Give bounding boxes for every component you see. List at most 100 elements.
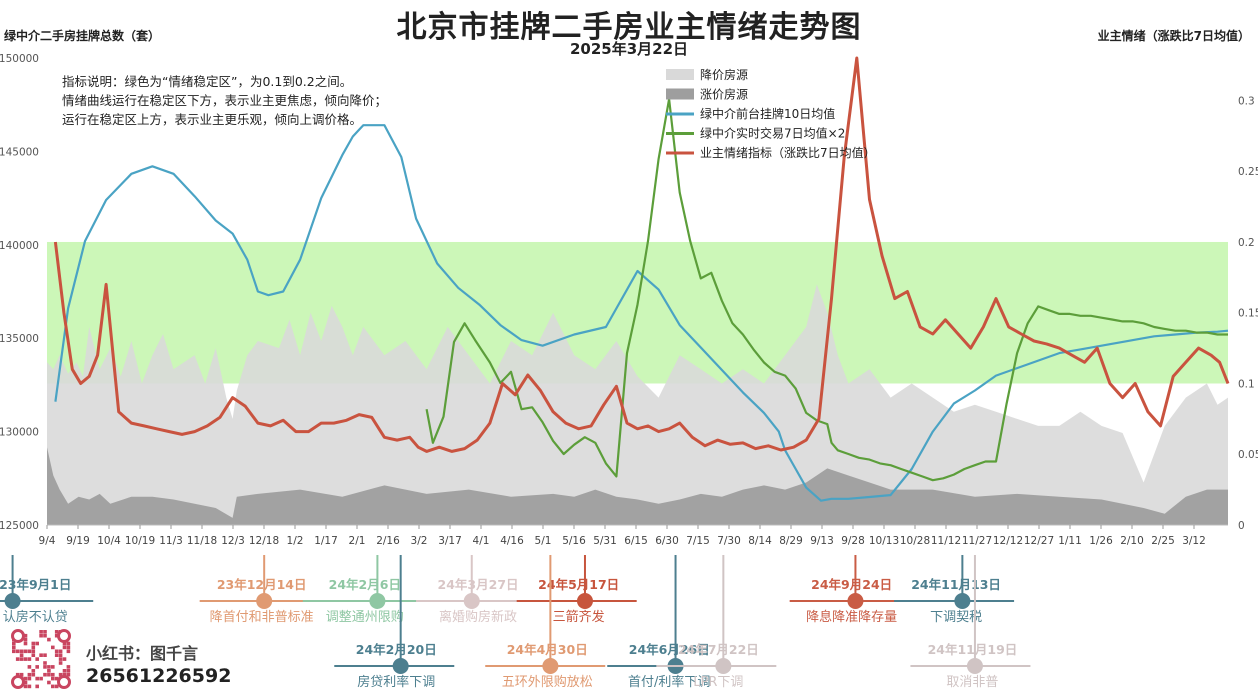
x-tick-label: 4/16	[500, 535, 524, 547]
event-dot	[463, 593, 480, 609]
x-tick-label: 7/15	[686, 535, 710, 547]
event-date: 24年9月24日	[811, 577, 892, 592]
qr-module	[35, 641, 39, 646]
qr-finder	[11, 675, 25, 689]
event-label: LPR下调	[693, 675, 743, 690]
qr-module	[19, 649, 24, 654]
x-tick-label: 11/18	[187, 535, 217, 547]
x-tick-label: 12/12	[993, 535, 1023, 547]
legend-swatch	[666, 88, 694, 100]
legend-label: 业主情绪指标（涨跌比7日均值）	[700, 145, 876, 160]
qr-module	[54, 649, 59, 654]
qr-module	[66, 669, 71, 673]
right-tick-label: 0.15	[1238, 308, 1258, 320]
x-tick-label: 9/19	[66, 535, 90, 547]
right-tick-label: 0.3	[1238, 95, 1255, 107]
qr-module	[35, 665, 39, 669]
x-tick-label: 5/16	[562, 535, 586, 547]
qr-module	[43, 672, 47, 677]
qr-module	[58, 653, 63, 657]
x-tick-label: 10/28	[900, 535, 930, 547]
qr-module	[31, 672, 36, 677]
right-tick-label: 0.05	[1238, 449, 1258, 461]
qr-module	[51, 672, 55, 677]
x-tick-label: 1/17	[314, 535, 338, 547]
qr-module	[23, 684, 28, 689]
left-tick-label: 140000	[0, 240, 39, 252]
qr-module	[47, 672, 51, 677]
x-tick-label: 3/17	[438, 535, 462, 547]
left-tick-label: 130000	[0, 427, 39, 439]
event-dot	[954, 593, 971, 609]
qr-module	[51, 684, 55, 689]
x-tick-label: 1/26	[1089, 535, 1113, 547]
x-tick-label: 10/4	[97, 535, 121, 547]
series-area-0	[47, 284, 1228, 525]
event-dot	[369, 593, 386, 609]
series-area-1	[47, 447, 1228, 525]
x-tick-label: 12/27	[1024, 535, 1054, 547]
qr-module	[58, 657, 63, 661]
x-tick-label: 9/13	[810, 535, 834, 547]
qr-module	[19, 657, 24, 661]
x-tick-label: 5/31	[593, 535, 617, 547]
qr-module	[58, 672, 63, 677]
qr-module	[58, 661, 63, 665]
qr-module	[54, 653, 59, 657]
qr-module	[27, 684, 32, 689]
qr-code-icon[interactable]	[10, 628, 72, 690]
legend-label: 绿中介前台挂牌10日均值	[700, 106, 835, 121]
event-date: 23年9月1日	[0, 577, 71, 592]
legend-label: 涨价房源	[700, 87, 748, 102]
event-label: 取消非普	[946, 675, 998, 690]
x-tick-label: 6/15	[624, 535, 648, 547]
event-date: 24年6月26日	[629, 642, 710, 657]
qr-module	[35, 684, 39, 689]
series-line-3	[425, 98, 1228, 482]
right-tick-label: 0.2	[1238, 237, 1255, 249]
x-tick-label: 1/11	[1058, 535, 1082, 547]
event-dot	[256, 593, 273, 609]
right-tick-label: 0.1	[1238, 378, 1255, 390]
event-date: 24年2月20日	[356, 642, 437, 657]
qr-module	[66, 665, 71, 669]
qr-module	[66, 641, 71, 646]
x-tick-label: 9/4	[39, 535, 56, 547]
qr-module	[51, 676, 55, 681]
qr-module	[58, 649, 63, 654]
note-line: 情绪曲线运行在稳定区下方，表示业主更焦虑，倾向降价；	[62, 93, 388, 108]
event-date: 24年3月27日	[438, 577, 519, 592]
event-label: 降首付和非普标准	[210, 610, 314, 625]
qr-module	[27, 657, 32, 661]
qr-module	[35, 657, 39, 661]
qr-module	[66, 672, 71, 677]
qr-module	[47, 665, 51, 669]
left-tick-label: 135000	[0, 333, 39, 345]
x-tick-label: 10/19	[125, 535, 155, 547]
note-line: 指标说明：绿色为“情绪稳定区”，为0.1到0.2之间。	[62, 74, 353, 89]
qr-module	[43, 653, 47, 657]
qr-module	[23, 637, 28, 642]
qr-module	[51, 665, 55, 669]
event-label: 房贷利率下调	[357, 674, 435, 690]
x-tick-label: 8/29	[779, 535, 803, 547]
qr-module	[23, 641, 28, 646]
qr-finder	[11, 629, 25, 643]
qr-module	[54, 684, 59, 689]
right-axis-title: 业主情绪（涨跌比7日均值）	[1097, 29, 1250, 43]
qr-module	[12, 649, 16, 654]
qr-module	[47, 669, 51, 673]
x-tick-label: 2/25	[1151, 535, 1175, 547]
qr-module	[19, 672, 24, 677]
qr-module	[23, 676, 28, 681]
x-tick-label: 7/30	[717, 535, 741, 547]
qr-module	[31, 641, 36, 646]
left-tick-label: 125000	[0, 520, 39, 532]
page-title: 北京市挂牌二手房业主情绪走势图	[396, 10, 862, 45]
